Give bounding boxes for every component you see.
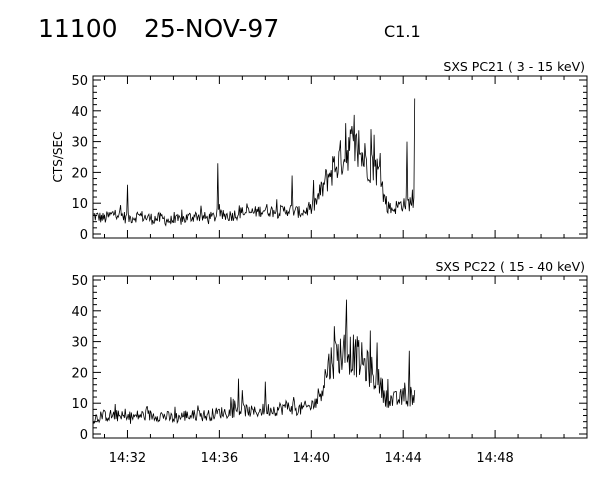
y-ticks: 0 10 20 30 40 50 xyxy=(71,74,587,243)
y-tick-label: 50 xyxy=(71,274,88,289)
y-tick-label: 0 xyxy=(80,428,88,443)
y-axis-label: CTS/SEC xyxy=(51,132,65,183)
panel-pc21: SXS PC21 ( 3 - 15 keV) CTS/SEC 0 10 20 30 40… xyxy=(51,59,588,243)
flare-class: C1.1 xyxy=(384,22,421,41)
y-tick-label: 20 xyxy=(71,166,88,181)
x-tick-label: 14:40 xyxy=(293,451,330,466)
y-tick-label: 40 xyxy=(71,305,88,320)
y-tick-label: 50 xyxy=(71,74,88,89)
x-tick-label: 14:36 xyxy=(201,451,238,466)
y-tick-label: 30 xyxy=(71,136,88,151)
x-tick-label: 14:32 xyxy=(109,451,146,466)
x-ticks: 14:32 14:36 14:40 14:44 14:48 xyxy=(103,276,588,466)
y-tick-label: 0 xyxy=(80,228,88,243)
event-id: 11100 xyxy=(38,14,118,43)
x-tick-label: 14:48 xyxy=(476,451,513,466)
y-tick-label: 30 xyxy=(71,336,88,351)
y-tick-label: 20 xyxy=(71,366,88,381)
plot-frame xyxy=(92,75,588,239)
series-line xyxy=(92,98,416,227)
y-ticks: 0 10 20 30 40 50 xyxy=(71,274,587,443)
y-tick-label: 10 xyxy=(71,197,88,212)
x-ticks xyxy=(103,76,588,238)
panel-pc22: SXS PC22 ( 15 - 40 keV) 0 10 20 30 40 50 14:3… xyxy=(71,259,588,466)
panel-title: SXS PC22 ( 15 - 40 keV) xyxy=(435,259,585,274)
x-tick-label: 14:44 xyxy=(384,451,421,466)
panel-title: SXS PC21 ( 3 - 15 keV) xyxy=(443,59,585,74)
plot-frame xyxy=(92,275,588,439)
event-date: 25-NOV-97 xyxy=(144,14,280,43)
series-line xyxy=(92,299,416,425)
y-tick-label: 40 xyxy=(71,105,88,120)
y-tick-label: 10 xyxy=(71,397,88,412)
